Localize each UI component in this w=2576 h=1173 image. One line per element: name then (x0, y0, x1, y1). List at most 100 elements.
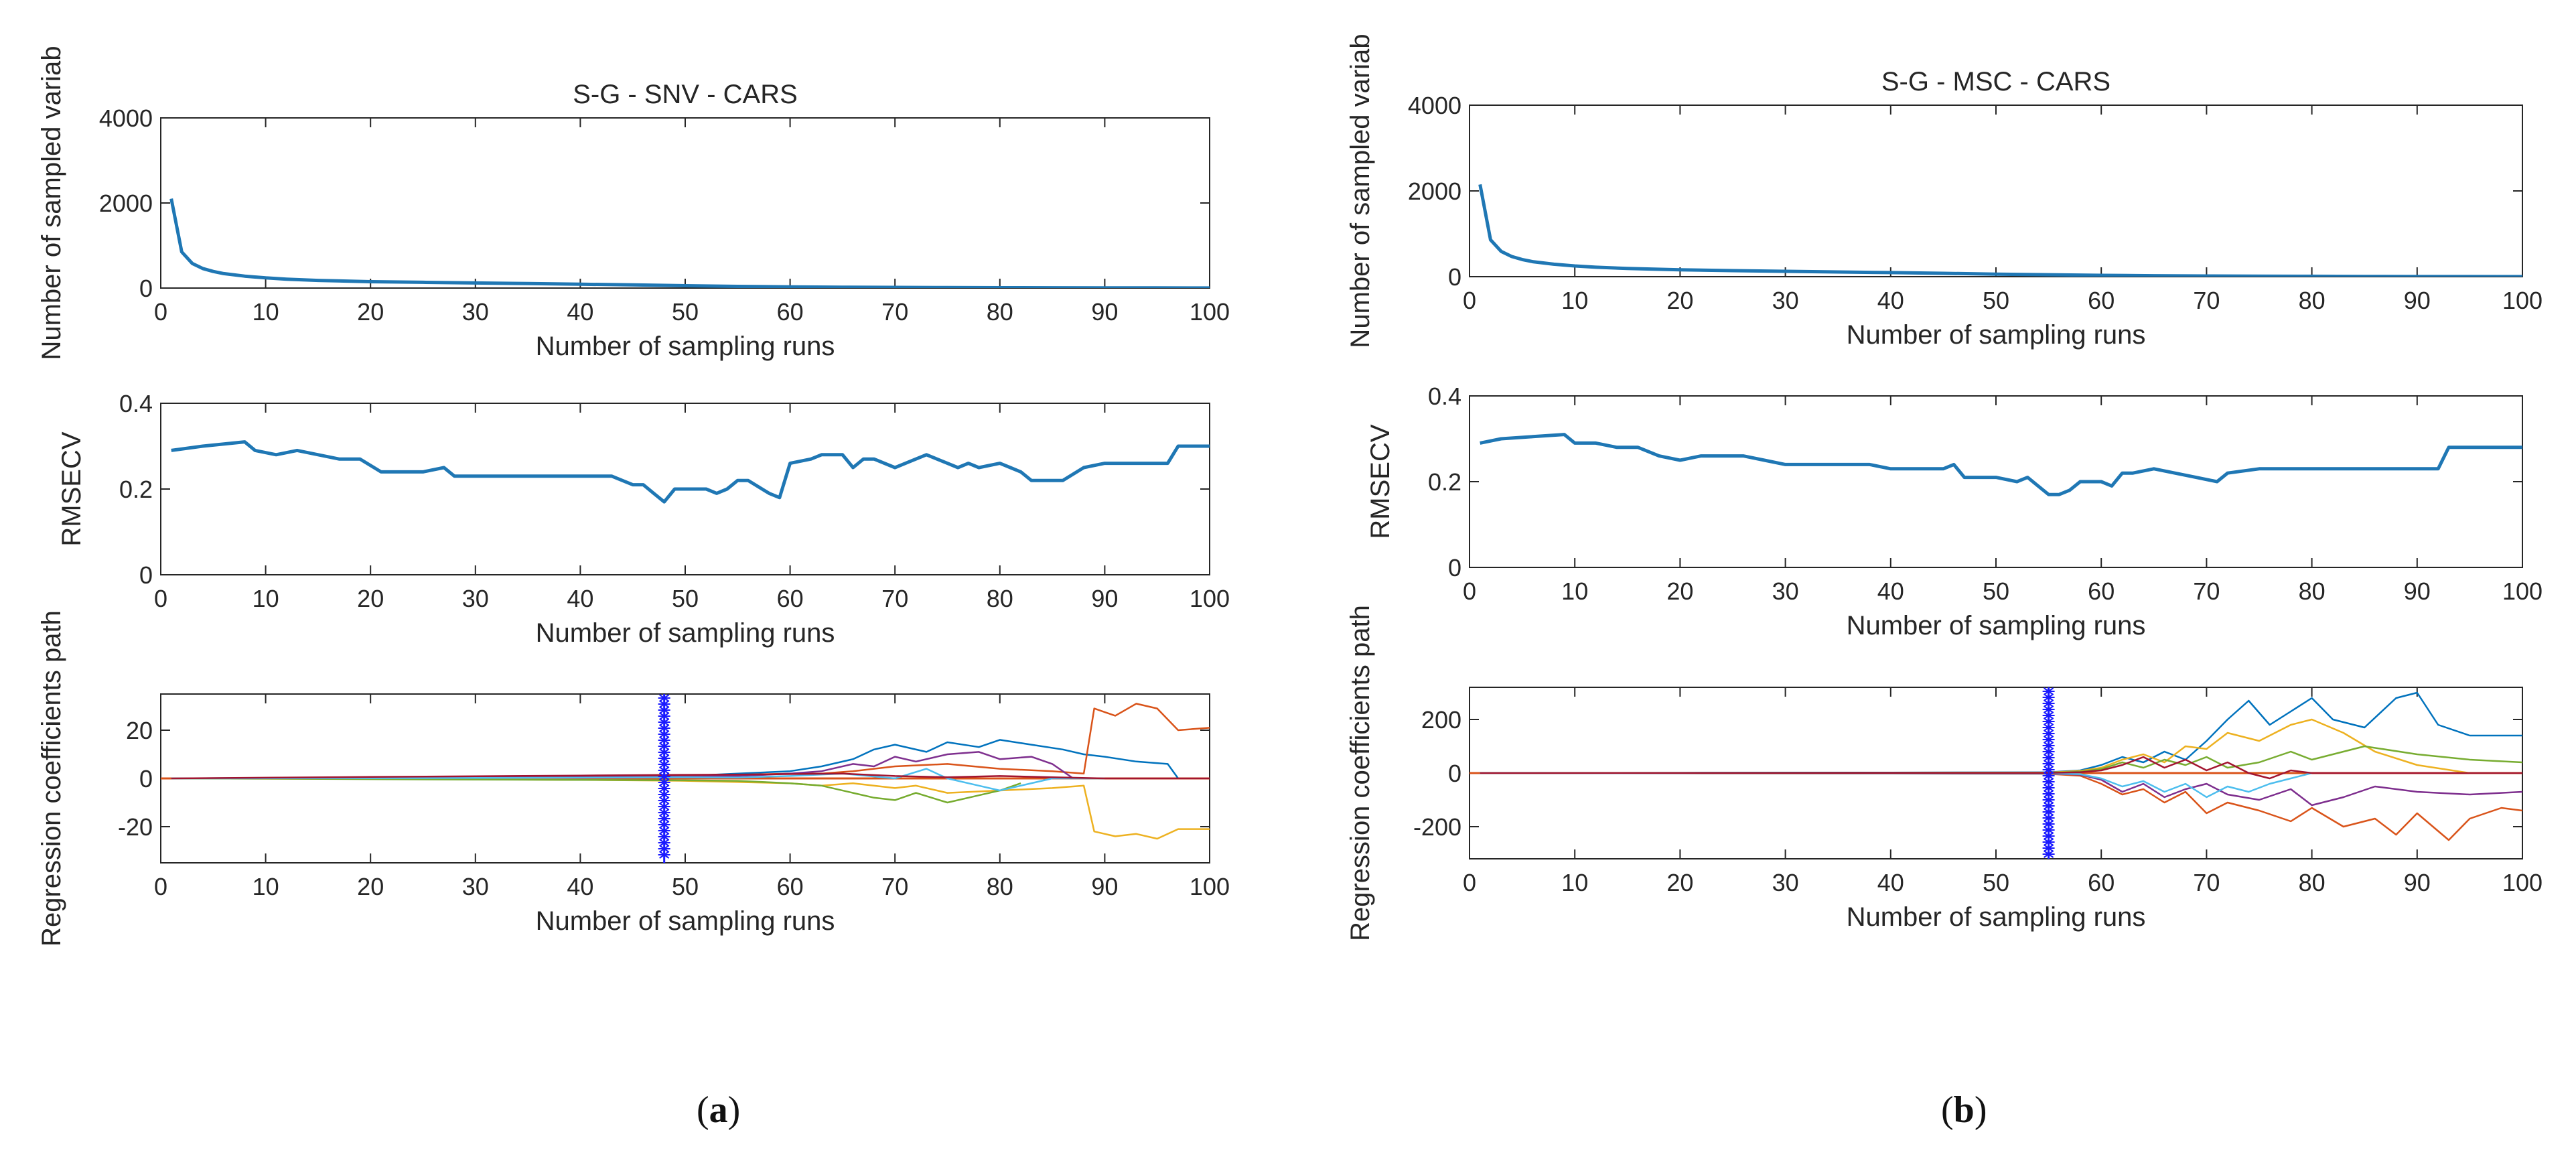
x-tick-label: 10 (253, 585, 279, 612)
optimal-run-marker (658, 694, 670, 702)
x-tick-label: 90 (2404, 869, 2431, 896)
x-tick-label: 50 (672, 298, 699, 326)
chart-a-1: 0 10 20 30 40 50 60 70 80 90 100 0 2000 4000 S-G - SNV… (37, 46, 1230, 361)
x-tick-label: 40 (1877, 577, 1904, 605)
x-tick-label: 80 (987, 585, 1013, 612)
x-tick-label: 20 (1666, 577, 1693, 605)
x-tick-label: 100 (1190, 873, 1230, 900)
optimal-run-marker (2042, 850, 2055, 858)
optimal-run-marker (658, 766, 670, 774)
x-tick-label: 20 (357, 873, 384, 900)
optimal-run-marker (658, 736, 670, 744)
optimal-run-marker (2042, 808, 2055, 816)
y-tick-label: 2000 (1408, 178, 1461, 205)
plot-data (171, 440, 1210, 504)
optimal-run-marker (2042, 693, 2055, 701)
x-tick-label: 0 (1463, 869, 1476, 896)
data-line (171, 440, 1210, 504)
x-tick-label: 70 (881, 585, 908, 612)
x-tick-label: 90 (2404, 577, 2431, 605)
optimal-run-marker (2042, 760, 2055, 768)
x-tick-label: 50 (1983, 577, 2009, 605)
x-tick-label: 0 (1463, 287, 1476, 314)
y-tick-label: 0 (1448, 760, 1461, 787)
x-tick-label: 60 (2088, 287, 2115, 314)
optimal-run-marker (2042, 838, 2055, 846)
x-tick-label: 20 (357, 585, 384, 612)
chart-a-2: 0 10 20 30 40 50 60 70 80 90 100 0 0.2 0.4 Number of s… (57, 390, 1230, 648)
optimal-run-marker (658, 706, 670, 714)
optimal-run-marker (658, 760, 670, 768)
x-tick-label: 50 (672, 585, 699, 612)
x-tick-label: 40 (567, 298, 593, 326)
chart-title: S-G - SNV - CARS (573, 80, 798, 109)
x-tick-label: 40 (567, 585, 593, 612)
optimal-run-marker (658, 754, 670, 762)
optimal-run-marker (658, 803, 670, 811)
optimal-run-marker (2042, 754, 2055, 762)
x-tick-label: 70 (881, 298, 908, 326)
optimal-run-marker (2042, 826, 2055, 834)
x-tick-label: 20 (1666, 287, 1693, 314)
optimal-run-marker (2042, 730, 2055, 738)
optimal-run-marker (658, 851, 670, 859)
optimal-run-marker (2042, 705, 2055, 713)
optimal-run-marker (658, 772, 670, 780)
x-tick-label: 50 (672, 873, 699, 900)
x-tick-label: 100 (2502, 287, 2543, 314)
x-tick-label: 40 (1877, 869, 1904, 896)
optimal-run-marker (2042, 736, 2055, 744)
optimal-run-marker (2042, 844, 2055, 852)
optimal-run-marker (2042, 772, 2055, 780)
plot-data (169, 198, 1210, 288)
chart-a-3: 0 10 20 30 40 50 60 70 80 90 100 -20 0 20 Number of sa… (37, 610, 1230, 947)
optimal-run-marker (2042, 778, 2055, 786)
coef-path-c6 (171, 768, 1105, 792)
x-tick-label: 30 (1772, 577, 1799, 605)
optimal-run-marker (658, 778, 670, 786)
optimal-run-marker (2042, 748, 2055, 756)
x-tick-label: 40 (1877, 287, 1904, 314)
optimal-run-marker (2042, 796, 2055, 804)
x-axis-label: Number of sampling runs (536, 618, 835, 648)
x-tick-label: 40 (567, 873, 593, 900)
y-tick-label: 0.4 (1428, 383, 1461, 410)
x-tick-label: 10 (253, 298, 279, 326)
x-tick-label: 100 (1190, 585, 1230, 612)
optimal-run-marker (658, 724, 670, 732)
optimal-run-marker (658, 797, 670, 805)
y-tick-label: 0 (1448, 263, 1461, 291)
x-tick-label: 30 (1772, 287, 1799, 314)
x-axis-label: Number of sampling runs (1847, 320, 2146, 350)
x-tick-label: 100 (1190, 298, 1230, 326)
x-tick-label: 90 (1091, 298, 1118, 326)
x-tick-label: 0 (1463, 577, 1476, 605)
optimal-run-marker (658, 700, 670, 708)
y-tick-label: 2000 (99, 190, 153, 217)
x-tick-label: 90 (2404, 287, 2431, 314)
y-tick-label: 4000 (99, 105, 153, 132)
x-tick-label: 80 (987, 298, 1013, 326)
y-tick-label: 0 (1448, 554, 1461, 581)
x-tick-label: 60 (777, 298, 804, 326)
x-axis-label: Number of sampling runs (1847, 611, 2146, 640)
optimal-run-marker (658, 821, 670, 829)
caption-a: (a) (697, 1089, 741, 1131)
x-tick-label: 0 (154, 585, 167, 612)
data-line (1480, 433, 2522, 496)
plot-frame (1469, 105, 2523, 277)
y-tick-label: 4000 (1408, 92, 1461, 119)
coef-path-c7 (1480, 756, 2522, 780)
optimal-run-marker (2042, 766, 2055, 774)
optimal-run-marker (2042, 687, 2055, 695)
y-tick-label: 20 (126, 717, 153, 744)
optimal-run-marker (2042, 832, 2055, 840)
x-tick-label: 10 (1561, 287, 1588, 314)
x-tick-label: 80 (2299, 287, 2325, 314)
x-tick-label: 90 (1091, 873, 1118, 900)
coef-path-c7 (171, 772, 1210, 780)
plot-data (1470, 687, 2522, 859)
caption-b: (b) (1941, 1089, 1987, 1131)
y-tick-label: 200 (1421, 706, 1461, 734)
